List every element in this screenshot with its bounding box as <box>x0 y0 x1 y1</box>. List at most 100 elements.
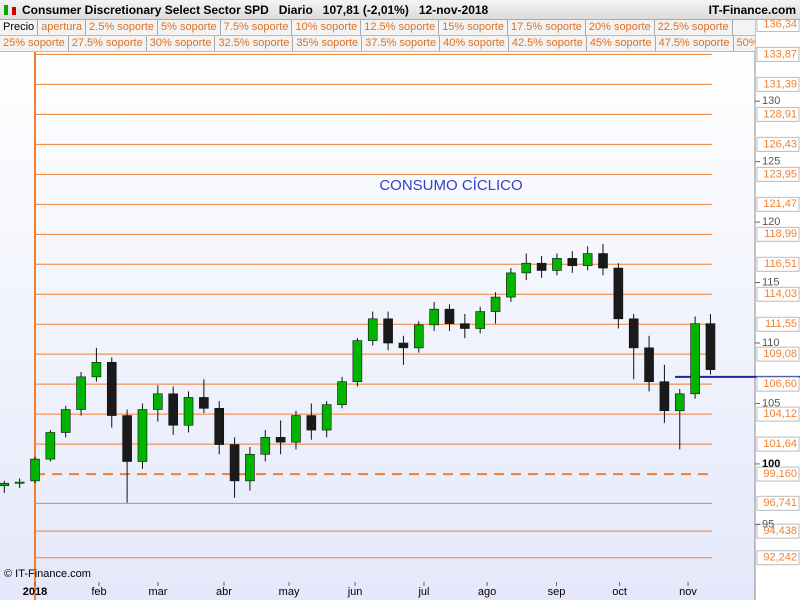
candle-body <box>260 437 271 455</box>
candle-body <box>506 272 516 298</box>
candle-body <box>383 318 393 344</box>
candle-body <box>245 453 255 482</box>
level-label: 101,64 <box>763 438 797 450</box>
series-button[interactable]: 35% soporte <box>293 36 363 51</box>
candle-body <box>45 432 56 460</box>
level-label: 106,60 <box>763 378 797 390</box>
series-button[interactable]: Precio <box>0 20 39 35</box>
y-tick-label: 130 <box>762 95 780 107</box>
candle-body <box>659 381 670 412</box>
icon <box>4 4 16 15</box>
candle-body <box>306 415 317 431</box>
candle-body <box>321 404 332 431</box>
series-button[interactable]: 15% soporte <box>439 20 508 35</box>
level-label-box <box>756 550 800 566</box>
candle-body <box>291 415 301 443</box>
title-bar: Consumer Discretionary Select Sector SPD… <box>0 0 800 20</box>
x-tick-label: oct <box>612 586 627 598</box>
candle-body <box>352 340 363 383</box>
button-row: 25% soporte 27.5% soporte 30% soporte 32.5%… <box>0 36 755 52</box>
series-button[interactable]: 22.5% soporte <box>655 20 733 35</box>
series-button[interactable]: 20% soporte <box>586 20 655 35</box>
x-tick-label: sep <box>548 586 566 598</box>
level-label: 126,43 <box>763 138 797 150</box>
level-label-box <box>756 136 800 152</box>
date: 12-nov-2018 <box>418 2 489 17</box>
footer: © IT-Finance.com <box>4 568 91 580</box>
level-label-box <box>756 76 800 92</box>
candle-body <box>76 376 86 410</box>
level-label: 109,08 <box>763 348 797 360</box>
level-label: 94,438 <box>763 525 797 537</box>
level-label: 131,39 <box>763 78 797 90</box>
candle-body <box>521 262 532 274</box>
series-button[interactable]: 47.5% soporte <box>656 36 734 51</box>
candle-body <box>168 393 178 426</box>
source: IT-Finance.com <box>708 2 796 17</box>
candle-body <box>153 393 163 410</box>
candle-body <box>367 318 378 341</box>
series-button[interactable]: 25% soporte <box>0 36 69 51</box>
candle-body <box>582 253 593 266</box>
candle-body <box>628 318 639 349</box>
candle-body <box>60 409 71 433</box>
candle-body <box>413 324 424 349</box>
level-label-box <box>756 346 800 362</box>
series-button[interactable]: 5% soporte <box>158 20 221 35</box>
x-tick-label: jun <box>347 586 363 598</box>
candle-body <box>0 482 10 486</box>
series-button[interactable]: 10% soporte <box>292 20 362 35</box>
x-tick-label: may <box>279 586 300 598</box>
series-button[interactable]: 17.5% soporte <box>508 20 586 35</box>
series-button[interactable]: 7.5% soporte <box>221 20 293 35</box>
candle-body <box>14 481 25 484</box>
last-price: 107,81 (-2,01%) <box>322 2 409 17</box>
level-label-box <box>756 106 800 122</box>
level-label-box <box>756 406 800 422</box>
level-label: 114,03 <box>764 288 797 300</box>
level-label-box <box>756 376 800 392</box>
axis: 136,34 133,87 131,39 128,91 126,43 123,95 121,… <box>23 17 800 598</box>
candle-body <box>275 437 286 443</box>
candle-body <box>337 381 347 405</box>
interval: Diario <box>278 2 313 17</box>
x-tick-label: abr <box>216 586 232 598</box>
x-tick-label: mar <box>148 586 167 598</box>
candle-body <box>199 397 209 409</box>
series-button[interactable]: 32.5% soporte <box>215 36 294 51</box>
plot <box>0 48 800 600</box>
level-label-box <box>756 166 800 182</box>
series-button[interactable]: 30% soporte <box>147 36 216 51</box>
candle-body <box>229 444 240 482</box>
candle-body <box>214 408 225 445</box>
series-button[interactable]: 2.5% soporte <box>86 20 158 35</box>
level-label: 99,160 <box>763 468 797 480</box>
level-label-box <box>756 226 800 242</box>
series-button[interactable]: 42.5% soporte <box>509 36 587 51</box>
x-tick-label: 2018 <box>23 586 47 598</box>
series-button[interactable]: 45% soporte <box>587 36 656 51</box>
candle-body <box>444 308 455 324</box>
candle-body <box>398 342 409 349</box>
series-button[interactable]: apertura <box>38 20 87 35</box>
candle-body <box>705 323 716 370</box>
level-label: 96,741 <box>763 497 797 509</box>
candle-body <box>30 458 40 482</box>
header: Consumer Discretionary Select Sector SPD… <box>0 0 800 52</box>
series-button[interactable]: 50% soporte <box>734 36 755 51</box>
candle-body <box>106 362 117 416</box>
candle-body <box>690 323 700 395</box>
series-button[interactable]: 27.5% soporte <box>69 36 147 51</box>
candle-body <box>598 253 608 269</box>
candle-body <box>137 409 148 462</box>
level-label-box <box>756 495 800 511</box>
annotation: CONSUMO CÍCLICO <box>379 177 522 194</box>
series-button[interactable]: 12.5% soporte <box>361 20 440 35</box>
series-button[interactable]: 37.5% soporte <box>362 36 441 51</box>
series-button[interactable]: 40% soporte <box>440 36 509 51</box>
title: Consumer Discretionary Select Sector SPD <box>22 2 269 17</box>
candle-body <box>475 311 485 329</box>
level-label: 104,12 <box>763 408 797 420</box>
